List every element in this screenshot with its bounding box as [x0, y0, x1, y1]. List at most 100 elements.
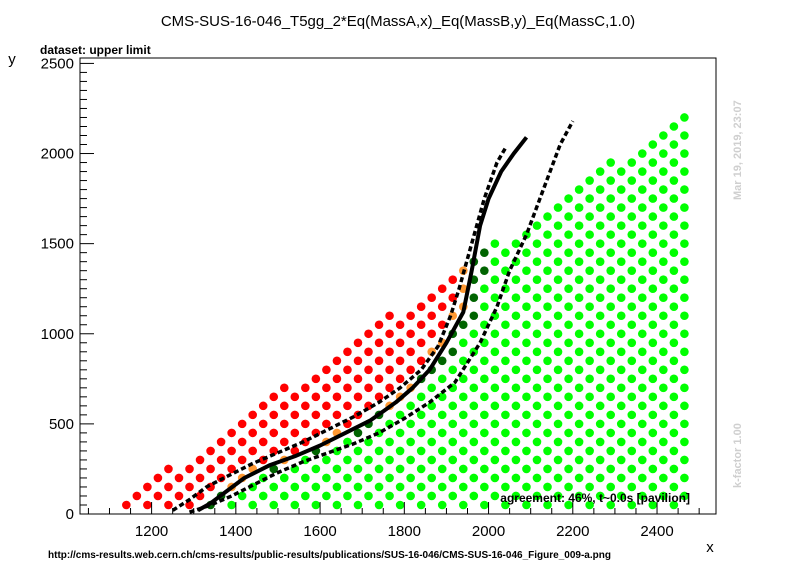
scan-point	[595, 455, 605, 465]
scan-point	[574, 293, 584, 303]
scan-point	[395, 500, 405, 510]
y-tick-label: 1500	[41, 236, 74, 253]
scan-point	[501, 500, 510, 510]
scan-point	[332, 356, 342, 366]
scan-point	[490, 275, 500, 284]
scan-point	[480, 428, 489, 438]
scan-point	[290, 482, 300, 492]
scan-point	[574, 257, 584, 266]
scan-point	[648, 356, 658, 366]
scan-point	[469, 383, 479, 393]
scan-point	[522, 284, 531, 294]
curves-layer	[171, 120, 575, 514]
scan-point	[680, 455, 689, 465]
scan-point	[595, 293, 605, 303]
scan-point	[480, 266, 489, 275]
scan-point	[637, 203, 647, 212]
scan-point	[553, 437, 563, 447]
scan-point	[364, 329, 373, 339]
scan-point	[480, 500, 489, 510]
scan-point	[543, 356, 552, 366]
scan-point	[616, 203, 626, 212]
y-tick-label: 500	[49, 416, 74, 433]
scan-point	[553, 473, 563, 483]
scan-point	[406, 437, 415, 447]
scan-point	[659, 491, 668, 501]
scan-point	[564, 212, 573, 221]
scan-point	[501, 338, 510, 348]
scan-point	[343, 365, 352, 375]
scan-point	[279, 401, 289, 411]
scan-point	[595, 347, 605, 357]
scan-point	[343, 491, 352, 501]
scan-point	[574, 311, 584, 321]
scan-point	[574, 365, 584, 375]
scan-point	[458, 356, 468, 366]
scan-point	[606, 356, 616, 366]
scan-point	[616, 473, 626, 483]
scan-point	[564, 320, 573, 330]
scan-point	[522, 464, 531, 474]
scan-point	[522, 500, 531, 510]
scan-point	[532, 311, 542, 321]
scan-point	[395, 410, 405, 420]
x-tick-label: 1600	[303, 523, 336, 540]
scan-point	[448, 455, 458, 465]
scan-point	[185, 482, 194, 492]
scan-point	[627, 194, 637, 203]
x-tick-label: 2000	[472, 523, 505, 540]
scan-point	[469, 401, 479, 411]
scan-point	[543, 464, 552, 474]
scan-point	[448, 365, 458, 375]
scan-point	[595, 257, 605, 266]
scan-point	[648, 140, 658, 149]
scan-point	[480, 392, 489, 402]
scan-point	[595, 419, 605, 429]
scan-point	[416, 392, 426, 402]
scan-point	[595, 167, 605, 176]
scan-point	[627, 446, 637, 456]
scan-point	[564, 410, 573, 420]
scan-point	[395, 338, 405, 348]
scan-point	[416, 338, 426, 348]
scan-point	[574, 455, 584, 465]
scan-point	[637, 275, 647, 284]
scan-point	[680, 185, 689, 194]
scan-point	[585, 212, 594, 221]
scan-point	[553, 221, 563, 230]
source-url: http://cms-results.web.cern.ch/cms-resul…	[48, 550, 611, 561]
scan-point	[385, 473, 394, 483]
scan-point	[206, 464, 215, 474]
scan-point	[543, 266, 552, 275]
scan-point	[616, 167, 626, 176]
scan-point	[416, 428, 426, 438]
scan-point	[301, 383, 310, 393]
scan-point	[437, 392, 447, 402]
scan-point	[458, 446, 468, 456]
scan-point	[532, 365, 542, 375]
scan-point	[353, 428, 363, 438]
scan-point	[585, 446, 594, 456]
scan-point	[458, 374, 468, 384]
kfactor-label: k-factor 1.00	[732, 423, 744, 488]
scan-point	[585, 176, 594, 185]
scan-point	[227, 446, 236, 456]
scan-point	[595, 473, 605, 483]
scan-point	[490, 419, 500, 429]
scan-point	[416, 356, 426, 366]
scan-point	[648, 338, 658, 348]
scan-point	[237, 437, 247, 447]
scan-point	[680, 329, 689, 339]
scan-point	[637, 473, 647, 483]
scan-point	[248, 446, 257, 456]
scan-point	[437, 446, 447, 456]
scan-point	[606, 248, 616, 257]
scan-point	[227, 500, 236, 510]
scan-point	[480, 464, 489, 474]
scan-point	[564, 392, 573, 402]
scan-point	[437, 302, 447, 312]
scan-point	[501, 320, 510, 330]
scan-point	[437, 284, 447, 294]
scan-point	[448, 473, 458, 483]
